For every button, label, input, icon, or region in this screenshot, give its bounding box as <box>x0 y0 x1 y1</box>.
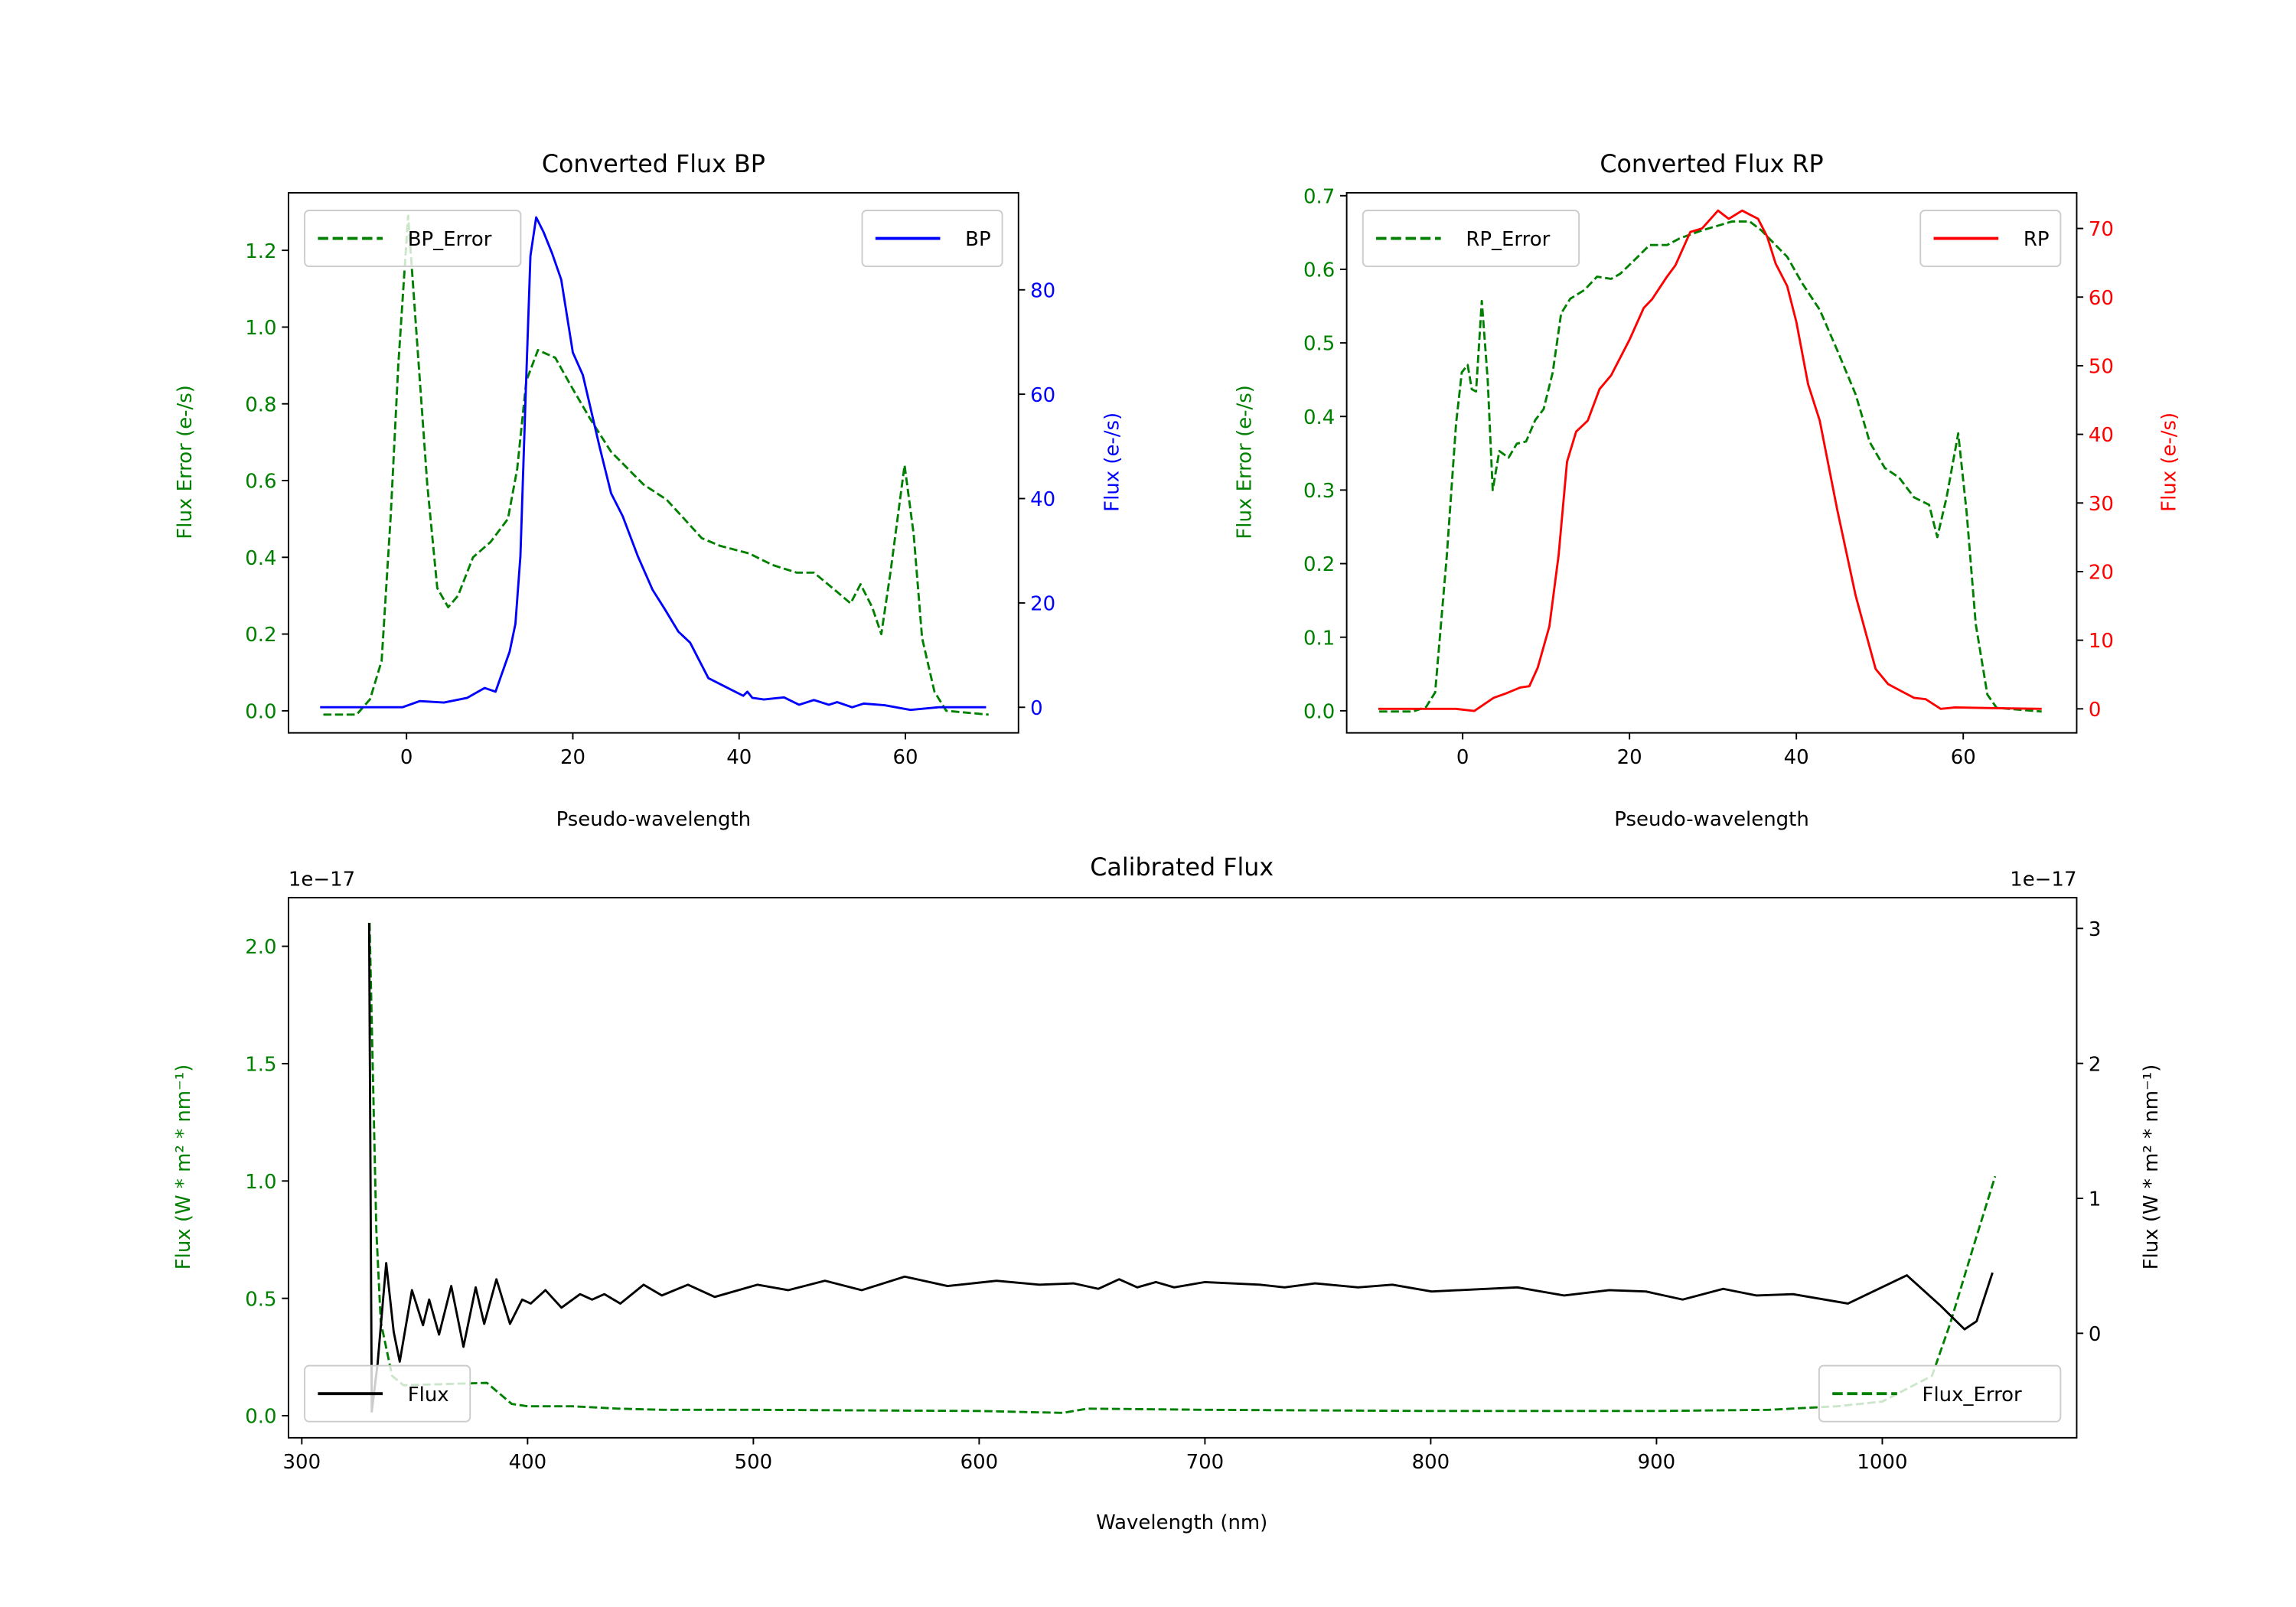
bp-ytick-left-label: 1.2 <box>245 240 276 263</box>
cal-ytick-right-label: 2 <box>2089 1053 2102 1076</box>
rp-series-rp-error <box>1379 220 2042 713</box>
cal-series-flux <box>367 923 1994 1413</box>
cal-xtick-label: 600 <box>960 1451 999 1474</box>
bp-ylabel-right: Flux (e-/s) <box>1101 412 1124 512</box>
bp-xtick-label: 0 <box>400 746 413 769</box>
cal-ytick-right-label: 0 <box>2089 1323 2102 1346</box>
rp-ytick-left-label: 0.1 <box>1303 627 1335 650</box>
cal-ytick-left-label: 0.5 <box>245 1288 276 1311</box>
cal-ylabel-left: Flux (W * m² * nm⁻¹) <box>172 1064 195 1270</box>
bp-series-bp <box>320 216 987 712</box>
cal-offset-right: 1e−17 <box>2010 869 2076 892</box>
cal-xtick-label: 800 <box>1412 1451 1450 1474</box>
bp-ytick-right-label: 0 <box>1030 697 1043 720</box>
rp-ytick-right-label: 50 <box>2089 356 2114 379</box>
cal-legend-flux-error: Flux_Error <box>1818 1364 2062 1423</box>
legend-label: BP_Error <box>408 228 492 251</box>
legend-box <box>304 210 522 268</box>
cal-ytick-right-label: 1 <box>2089 1188 2102 1211</box>
bp-ytick-left-label: 0.6 <box>245 471 276 494</box>
bp-xtick-label: 40 <box>726 746 752 769</box>
cal-ytick-left-label: 1.0 <box>245 1171 276 1194</box>
rp-ylabel-right: Flux (e-/s) <box>2157 412 2180 512</box>
rp-ytick-left-label: 0.6 <box>1303 259 1335 282</box>
rp-ytick-left-label: 0.2 <box>1303 553 1335 576</box>
bp-ytick-right-label: 20 <box>1030 593 1055 616</box>
legend-label: Flux_Error <box>1923 1384 2023 1407</box>
bp-ylabel-left: Flux Error (e-/s) <box>174 385 197 539</box>
cal-offset-left: 1e−17 <box>289 869 355 892</box>
plots-layer: 0 20 40 600.00.20.40.60.81.01.2020406080BP_… <box>245 185 2114 1474</box>
rp-xlabel: Pseudo-wavelength <box>1614 808 1809 831</box>
rp-ytick-right-label: 0 <box>2089 699 2102 722</box>
legend-label: RP <box>2024 228 2050 251</box>
legend-box <box>304 1364 471 1423</box>
cal-ylabel-right: Flux (W * m² * nm⁻¹) <box>2140 1064 2163 1270</box>
rp-ylabel-left: Flux Error (e-/s) <box>1234 385 1257 539</box>
rp-ytick-right-label: 20 <box>2089 562 2114 585</box>
cal-xtick-label: 300 <box>283 1451 321 1474</box>
cal-xtick-label: 500 <box>735 1451 773 1474</box>
rp-xtick-label: 0 <box>1456 746 1469 769</box>
cal-ytick-left-label: 2.0 <box>245 936 276 959</box>
bp-xtick-label: 60 <box>893 746 918 769</box>
bp-xtick-label: 20 <box>560 746 585 769</box>
cal-ytick-right-label: 3 <box>2089 918 2102 941</box>
rp-ytick-right-label: 30 <box>2089 493 2114 516</box>
rp-xtick-label: 40 <box>1784 746 1809 769</box>
cal-axes-frame <box>287 897 2078 1439</box>
rp-ytick-left-label: 0.7 <box>1303 185 1335 208</box>
bp-axes: 0 20 40 60 0.0 0.2 0.4 0.6 0.8 1.0 1.2 0 20 40 60 80 BP_… <box>245 191 1055 769</box>
rp-ytick-left-label: 0.3 <box>1303 480 1335 503</box>
bp-axes-frame <box>287 191 1019 734</box>
cal-axes: 300 400 500 600 700 800 900 1000 0.0 0.5 1.0 1.5 2.0… <box>245 897 2102 1474</box>
bp-legend-bp: BP <box>861 210 1003 268</box>
bp-ytick-right-label: 80 <box>1030 279 1055 302</box>
rp-ytick-right-label: 10 <box>2089 630 2114 653</box>
bp-series-bp-error <box>323 214 989 716</box>
bp-ytick-right-label: 60 <box>1030 384 1055 407</box>
cal-xtick-label: 400 <box>509 1451 547 1474</box>
rp-legend-rp: RP <box>1919 210 2062 268</box>
cal-ytick-left-label: 1.5 <box>245 1054 276 1077</box>
legend-box <box>1362 210 1580 268</box>
rp-axes-frame <box>1345 191 2078 734</box>
bp-ytick-left-label: 0.4 <box>245 547 276 570</box>
cal-legend-flux: Flux <box>304 1364 471 1423</box>
bp-title: Converted Flux BP <box>542 151 765 178</box>
bp-ytick-left-label: 1.0 <box>245 317 276 340</box>
cal-xlabel: Wavelength (nm) <box>1096 1511 1267 1534</box>
rp-xtick-label: 20 <box>1617 746 1642 769</box>
bp-ytick-left-label: 0.2 <box>245 624 276 647</box>
bp-legend-bp-error: BP_Error <box>304 210 522 268</box>
legend-label: RP_Error <box>1466 228 1550 251</box>
rp-series-rp <box>1378 209 2042 712</box>
legend-box <box>1818 1364 2062 1423</box>
rp-ytick-right-label: 70 <box>2089 218 2114 241</box>
legend-label: BP <box>965 228 990 251</box>
rp-ytick-right-label: 40 <box>2089 424 2114 447</box>
rp-title: Converted Flux RP <box>1600 151 1823 178</box>
cal-xtick-label: 900 <box>1638 1451 1676 1474</box>
bp-ytick-left-label: 0.0 <box>245 700 276 723</box>
bp-xlabel: Pseudo-wavelength <box>556 808 752 831</box>
rp-ytick-left-label: 0.4 <box>1303 406 1335 429</box>
legend-label: Flux <box>408 1384 449 1407</box>
rp-ytick-right-label: 60 <box>2089 287 2114 310</box>
rp-legend-rp-error: RP_Error <box>1362 210 1580 268</box>
bp-ytick-right-label: 40 <box>1030 488 1055 511</box>
bp-ytick-left-label: 0.8 <box>245 393 276 416</box>
rp-axes: 0 20 40 60 0.0 0.1 0.2 0.3 0.4 0.5 0.6 0.7 0 10 20 30 40… <box>1303 185 2114 769</box>
rp-ytick-left-label: 0.0 <box>1303 700 1335 723</box>
cal-xtick-label: 1000 <box>1857 1451 1907 1474</box>
cal-xtick-label: 700 <box>1186 1451 1225 1474</box>
rp-xtick-label: 60 <box>1951 746 1976 769</box>
rp-ytick-left-label: 0.5 <box>1303 333 1335 356</box>
cal-ytick-left-label: 0.0 <box>245 1406 276 1429</box>
cal-title: Calibrated Flux <box>1090 854 1274 882</box>
